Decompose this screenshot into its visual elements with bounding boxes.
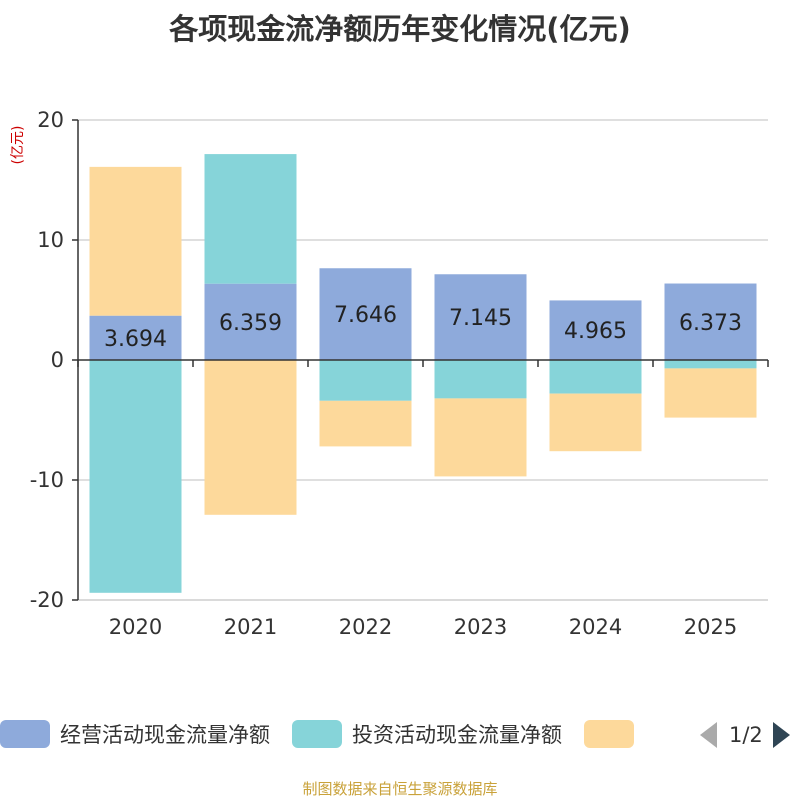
x-tick-label-2024: 2024 xyxy=(569,615,622,639)
x-tick-label-2022: 2022 xyxy=(339,615,392,639)
legend-swatch-operating xyxy=(0,720,50,748)
y-tick-label: -20 xyxy=(30,588,64,612)
legend-item-operating[interactable]: 经营活动现金流量净额 xyxy=(0,719,270,749)
bar-2020-series-0[interactable] xyxy=(89,315,182,360)
bar-2021-series-0[interactable] xyxy=(204,283,297,360)
legend-page-indicator: 1/2 xyxy=(729,723,763,747)
bar-2025-series-0[interactable] xyxy=(664,283,757,360)
legend-prev-icon[interactable] xyxy=(700,722,717,748)
legend: 经营活动现金流量净额 投资活动现金流量净额 xyxy=(0,714,666,754)
x-tick-label-2023: 2023 xyxy=(454,615,507,639)
data-label-2022: 7.646 xyxy=(334,303,397,328)
bar-chart: 20 10 0 -10 -20 2020 2021 2022 2023 2024 2025 3.69… xyxy=(10,108,769,639)
bar-2020-series-1[interactable] xyxy=(89,360,182,593)
bar-2022-series-0[interactable] xyxy=(319,268,412,360)
source-note: 制图数据来自恒生聚源数据库 xyxy=(302,780,498,798)
legend-item-financing[interactable] xyxy=(584,720,644,748)
bar-2022-series-2[interactable] xyxy=(319,400,412,447)
legend-label-investing: 投资活动现金流量净额 xyxy=(352,723,562,747)
bar-2021-series-2[interactable] xyxy=(204,360,297,515)
bar-2024-series-0[interactable] xyxy=(549,300,642,360)
data-label-2020: 3.694 xyxy=(104,327,167,352)
grid-lines xyxy=(78,119,768,601)
y-axis-unit: (亿元) xyxy=(10,126,26,165)
bar-2023-series-0[interactable] xyxy=(434,274,527,360)
data-label-2025: 6.373 xyxy=(679,311,742,336)
x-tick-label-2020: 2020 xyxy=(109,615,162,639)
data-label-2023: 7.145 xyxy=(449,306,512,331)
legend-label-operating: 经营活动现金流量净额 xyxy=(60,723,270,747)
y-tick-label: 0 xyxy=(51,348,64,372)
bar-2022-series-1[interactable] xyxy=(319,360,412,401)
data-label-2021: 6.359 xyxy=(219,311,282,336)
x-tick-label-2025: 2025 xyxy=(684,615,737,639)
legend-swatch-financing xyxy=(584,720,634,748)
legend-next-icon[interactable] xyxy=(772,722,790,748)
bar-2024-series-1[interactable] xyxy=(549,360,642,394)
y-tick-label: -10 xyxy=(30,468,64,492)
data-label-2024: 4.965 xyxy=(564,319,627,344)
bar-2024-series-2[interactable] xyxy=(549,393,642,452)
bar-2020-series-2[interactable] xyxy=(89,166,182,316)
legend-pager: 1/2 xyxy=(700,718,790,752)
bar-2023-series-2[interactable] xyxy=(434,398,527,477)
bar-2021-series-1[interactable] xyxy=(204,154,297,284)
chart-title: 各项现金流净额历年变化情况(亿元) xyxy=(169,12,631,46)
axes: 20 10 0 -10 -20 2020 2021 2022 2023 2024 2025 xyxy=(30,108,769,639)
legend-item-investing[interactable]: 投资活动现金流量净额 xyxy=(292,719,562,749)
bar-2025-series-1[interactable] xyxy=(664,360,757,369)
legend-swatch-investing xyxy=(292,720,342,748)
data-labels: 3.694 6.359 7.646 7.145 4.965 6.373 xyxy=(104,303,742,352)
y-tick-label: 10 xyxy=(37,228,64,252)
x-tick-label-2021: 2021 xyxy=(224,615,277,639)
bars xyxy=(89,154,757,593)
y-tick-label: 20 xyxy=(37,108,64,132)
bar-2023-series-1[interactable] xyxy=(434,360,527,399)
bar-2025-series-2[interactable] xyxy=(664,368,757,418)
